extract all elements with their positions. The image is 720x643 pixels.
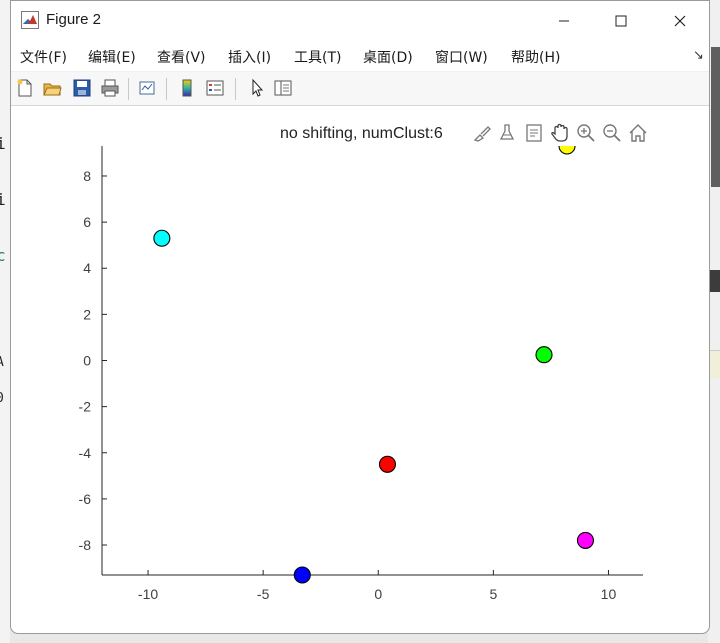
y-tick-label: 8 xyxy=(83,168,91,184)
menu-bar: 文件(F) 编辑(E) 查看(V) 插入(I) 工具(T) 桌面(D) 窗口(W… xyxy=(11,41,709,71)
figure-canvas: no shifting, numClust:6 xyxy=(11,106,709,633)
maximize-icon xyxy=(615,15,627,27)
legend-icon[interactable] xyxy=(205,78,225,98)
zoom-in-icon[interactable] xyxy=(575,122,597,144)
close-icon xyxy=(674,15,686,27)
scatter-plot[interactable]: -10 -5 0 5 10 -8 -6 -4 -2 0 2 4 6 8 xyxy=(11,106,709,633)
zoom-out-icon[interactable] xyxy=(601,122,623,144)
data-point xyxy=(153,229,171,247)
x-tick-label: -10 xyxy=(138,586,158,602)
toolbar-separator xyxy=(166,78,167,100)
minimize-icon xyxy=(559,20,569,22)
close-button[interactable] xyxy=(657,1,703,41)
menu-help[interactable]: 帮助(H) xyxy=(511,50,561,66)
menu-edit[interactable]: 编辑(E) xyxy=(88,50,136,66)
plot-title: no shifting, numClust:6 xyxy=(280,125,443,142)
minimize-button[interactable] xyxy=(541,1,587,41)
background-text-fragment: i xyxy=(0,190,6,209)
background-panel-row xyxy=(708,350,720,379)
y-tick-label: 4 xyxy=(83,260,91,276)
data-point xyxy=(576,531,594,549)
background-text-fragment: 0 xyxy=(0,391,4,406)
background-scrollbar[interactable] xyxy=(711,47,720,187)
save-icon[interactable] xyxy=(72,78,92,98)
background-panel-header xyxy=(708,270,720,292)
menu-overflow-icon[interactable]: ↘ xyxy=(693,47,704,62)
background-text-fragment: A xyxy=(0,355,4,370)
y-tick-label: 6 xyxy=(83,214,91,230)
menu-window[interactable]: 窗口(W) xyxy=(435,50,488,66)
axes-background xyxy=(102,146,643,575)
menu-file[interactable]: 文件(F) xyxy=(20,50,67,66)
y-tick-label: 0 xyxy=(83,353,91,369)
menu-view[interactable]: 查看(V) xyxy=(157,50,206,66)
y-tick-label: -8 xyxy=(79,537,92,553)
figure-toolbar xyxy=(11,72,709,106)
toolbar-separator xyxy=(235,78,236,100)
x-tick-label: 10 xyxy=(601,586,617,602)
background-text-fragment: c xyxy=(0,246,6,265)
pan-icon[interactable] xyxy=(549,122,571,144)
background-text-fragment: i xyxy=(0,134,6,153)
window-title: Figure 2 xyxy=(46,11,102,28)
property-inspector-icon[interactable] xyxy=(273,78,293,98)
y-tick-label: 2 xyxy=(83,306,91,322)
home-icon[interactable] xyxy=(627,122,649,144)
data-tips-icon[interactable] xyxy=(497,122,519,144)
maximize-button[interactable] xyxy=(598,1,644,41)
matlab-icon xyxy=(21,11,39,29)
brush-icon[interactable] xyxy=(471,122,493,144)
title-bar[interactable]: Figure 2 xyxy=(11,1,709,41)
y-tick-label: -2 xyxy=(79,399,92,415)
pointer-icon[interactable] xyxy=(247,78,267,98)
link-plot-icon[interactable] xyxy=(137,78,157,98)
data-point xyxy=(535,346,553,364)
y-tick-label: -4 xyxy=(79,445,92,461)
figure-window: Figure 2 文件(F) 编辑(E) 查看(V) 插入(I) 工具(T) 桌… xyxy=(10,0,710,634)
background-editor xyxy=(0,0,10,643)
x-tick-label: 0 xyxy=(374,586,382,602)
menu-insert[interactable]: 插入(I) xyxy=(228,50,272,66)
open-icon[interactable] xyxy=(42,78,62,98)
x-tick-label: -5 xyxy=(257,586,270,602)
new-figure-icon[interactable] xyxy=(15,78,35,98)
toolbar-separator xyxy=(128,78,129,100)
colorbar-icon[interactable] xyxy=(177,78,197,98)
x-tick-label: 5 xyxy=(489,586,497,602)
menu-tools[interactable]: 工具(T) xyxy=(294,50,342,66)
data-point xyxy=(293,566,311,584)
data-point xyxy=(378,455,397,473)
print-icon[interactable] xyxy=(100,78,120,98)
axes-toolbar xyxy=(471,122,649,144)
restore-icon[interactable] xyxy=(523,122,545,144)
menu-desktop[interactable]: 桌面(D) xyxy=(363,50,413,66)
y-tick-label: -6 xyxy=(79,491,92,507)
